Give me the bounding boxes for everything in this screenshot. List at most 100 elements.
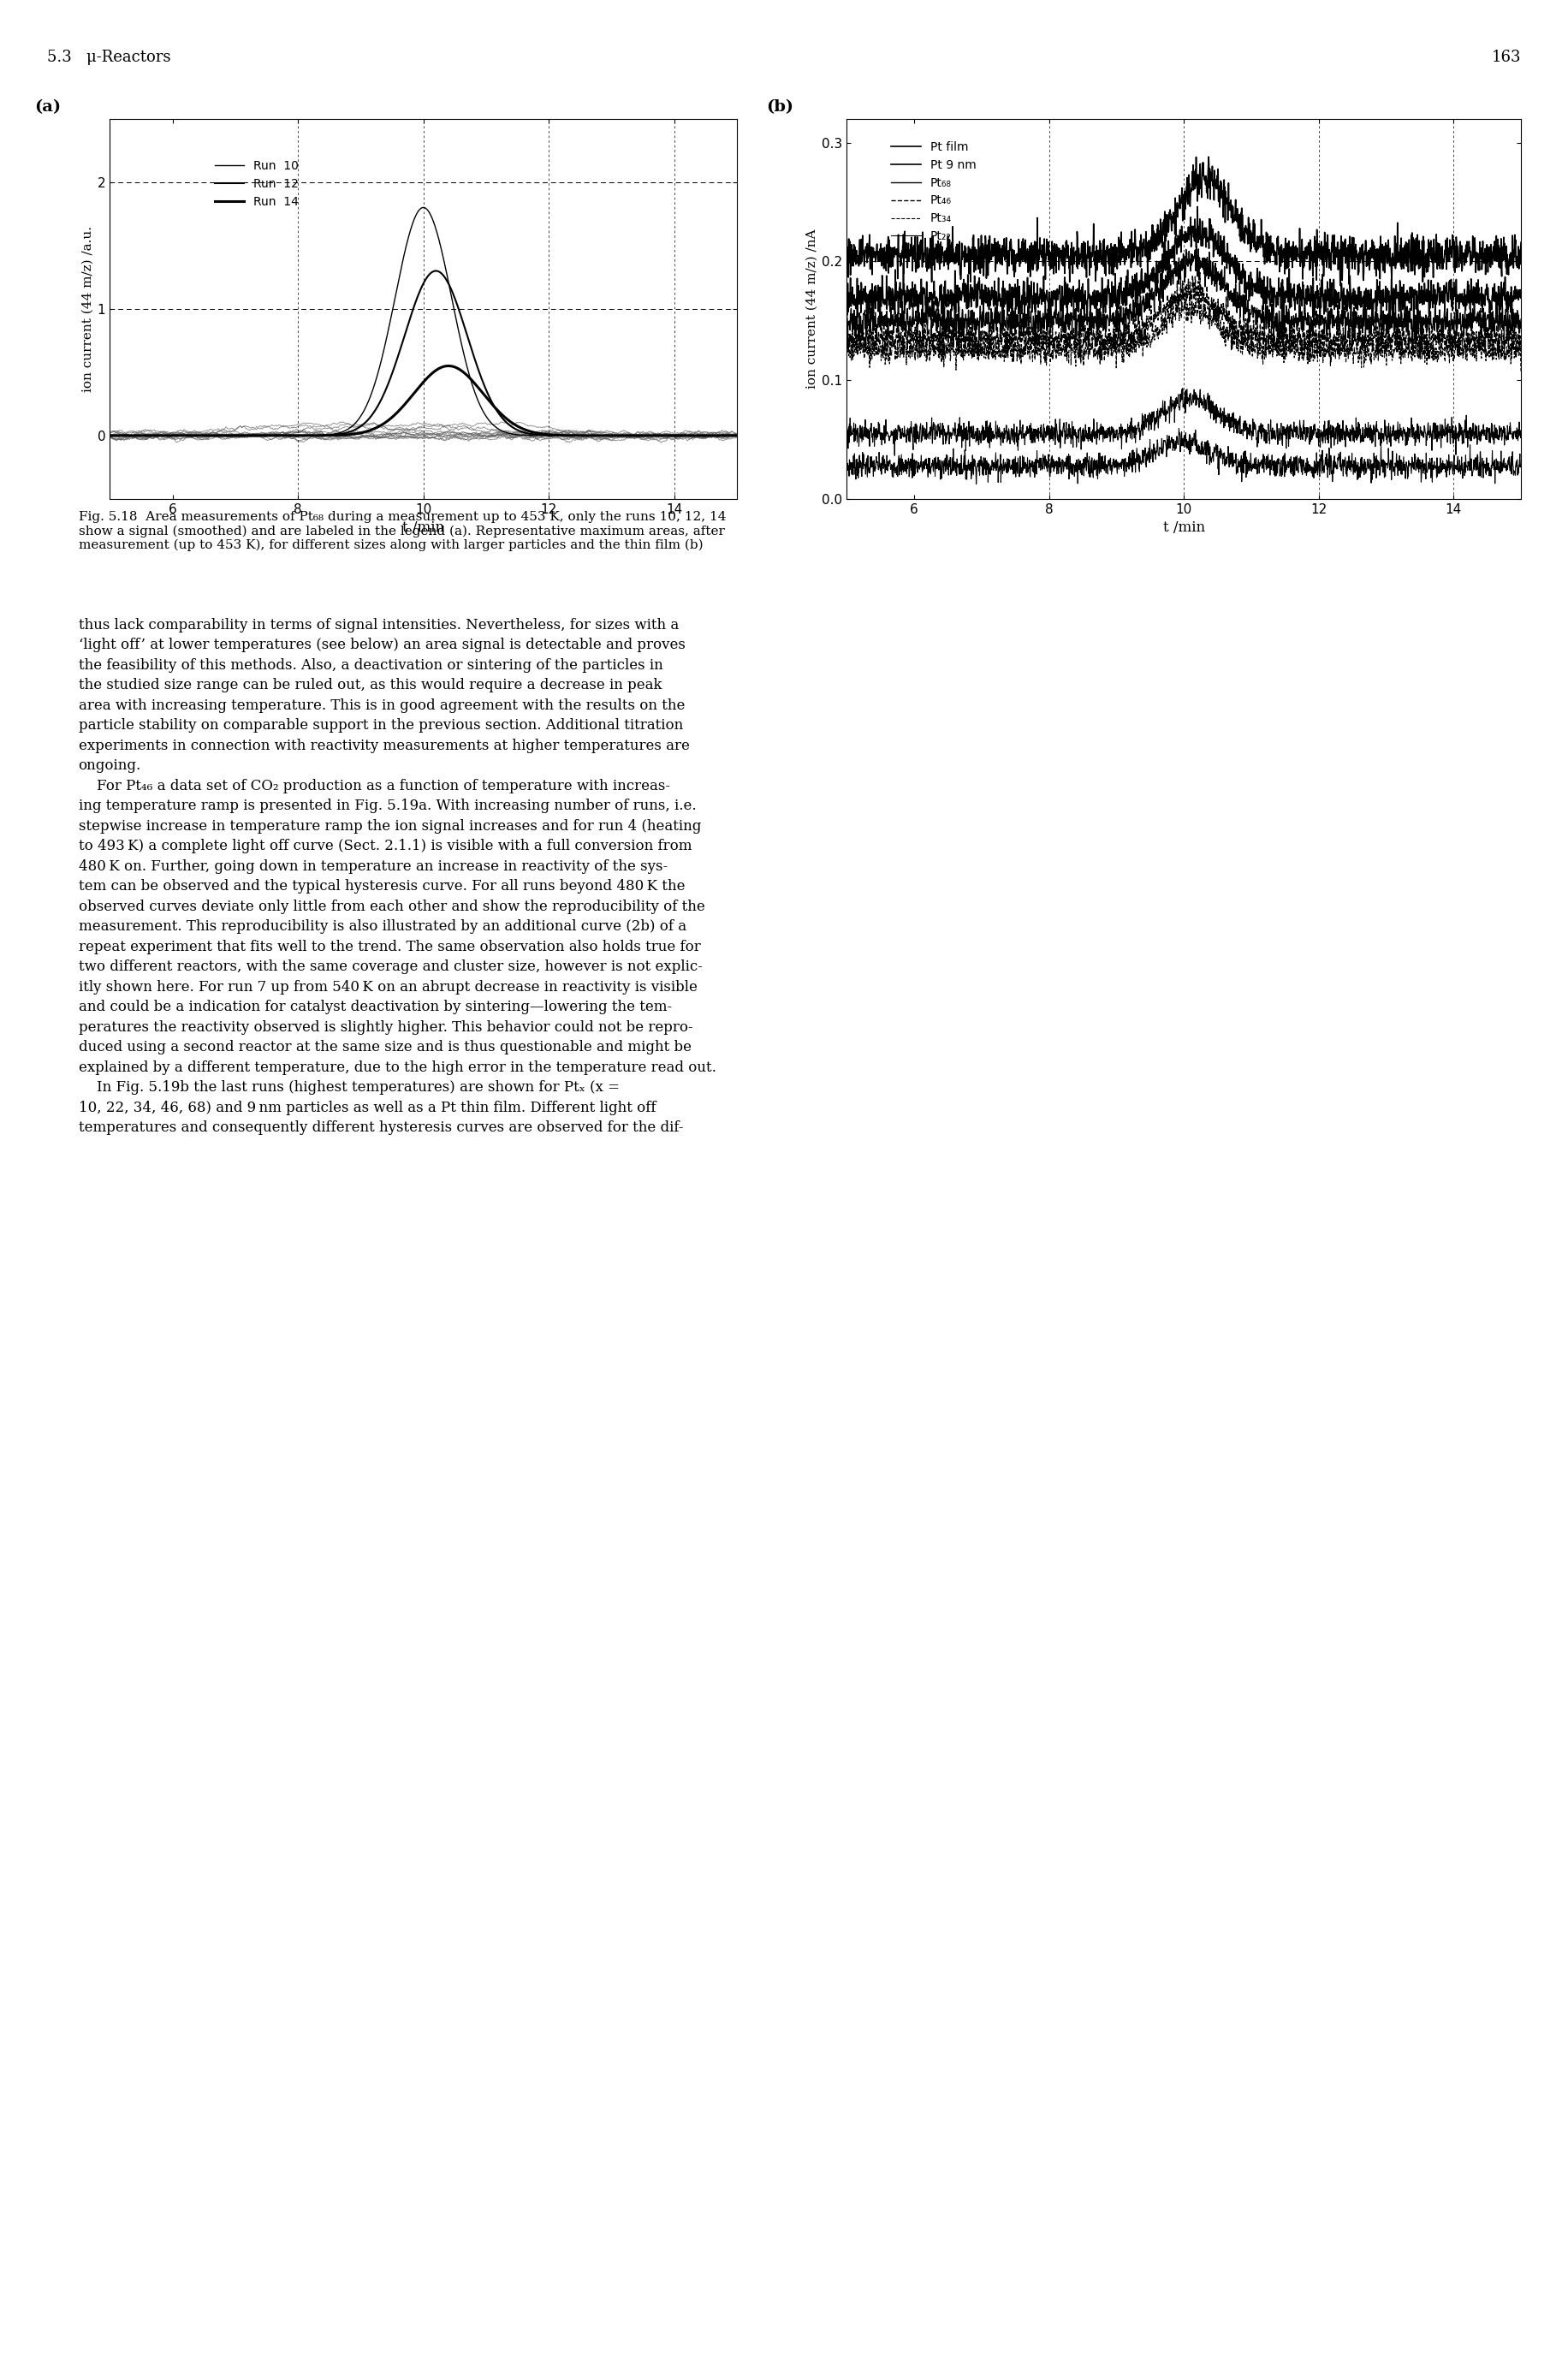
Pt film	[1165, 207, 1184, 235]
Text: (b): (b)	[765, 100, 793, 114]
Pt₂₂	[1493, 425, 1512, 454]
Pt₂₂	[1512, 416, 1530, 444]
Run  12	[590, 421, 608, 449]
Run  12	[426, 257, 445, 285]
Pt 9 nm	[1369, 280, 1388, 309]
Pt₄₆	[1493, 316, 1512, 345]
Pt₆₈	[1493, 314, 1512, 342]
Pt₂₂	[886, 442, 905, 470]
Pt₃₄	[1493, 337, 1512, 366]
Pt₃₄	[872, 347, 891, 375]
Pt₄₆	[1512, 340, 1530, 368]
Line: Pt 9 nm: Pt 9 nm	[847, 207, 1521, 326]
Pt₂₂	[1493, 421, 1512, 449]
Pt film	[1200, 143, 1218, 171]
Line: Pt₂₂: Pt₂₂	[847, 387, 1521, 456]
X-axis label: t /min: t /min	[403, 520, 444, 535]
Line: Pt₁₀: Pt₁₀	[847, 428, 1521, 485]
Pt₂₂	[1165, 390, 1184, 418]
Pt film	[1369, 235, 1388, 264]
Pt 9 nm	[1493, 292, 1512, 321]
Run  14	[439, 352, 458, 380]
Line: Pt film: Pt film	[847, 157, 1521, 285]
Pt 9 nm	[872, 292, 891, 321]
Pt 9 nm	[1512, 276, 1530, 304]
X-axis label: t /min: t /min	[1163, 520, 1204, 535]
Pt 9 nm	[837, 285, 856, 314]
Run  10	[532, 421, 550, 449]
Pt₁₀	[1369, 449, 1388, 478]
Run  14	[728, 421, 746, 449]
Pt₁₀	[1493, 456, 1512, 485]
Pt₁₀	[1170, 413, 1189, 442]
Text: 5.3   μ-Reactors: 5.3 μ-Reactors	[47, 50, 171, 64]
Text: thus lack comparability in terms of signal intensities. Nevertheless, for sizes : thus lack comparability in terms of sign…	[78, 618, 717, 1136]
Pt₃₄	[1165, 302, 1184, 330]
Line: Pt₆₈: Pt₆₈	[847, 247, 1521, 345]
Pt₆₈	[872, 307, 891, 335]
Run  10	[590, 421, 608, 449]
Pt₃₄	[1369, 328, 1388, 356]
Pt film	[837, 226, 856, 254]
Pt₃₄	[1493, 326, 1512, 354]
Run  12	[376, 375, 395, 404]
Pt₆₈	[1493, 309, 1512, 337]
Pt₂₂	[1369, 418, 1388, 447]
Pt 9 nm	[1165, 249, 1184, 278]
Pt film	[1493, 261, 1512, 290]
Pt₆₈	[1187, 233, 1206, 261]
Run  10	[414, 192, 433, 221]
Pt 9 nm	[1333, 311, 1352, 340]
Pt film	[1148, 235, 1167, 264]
Pt film	[1331, 271, 1350, 299]
Pt₄₆	[1165, 278, 1184, 307]
Pt₆₈	[1148, 271, 1167, 299]
Pt₂₂	[872, 418, 891, 447]
Run  14	[602, 421, 621, 449]
Line: Run  14: Run 14	[110, 366, 737, 435]
Line: Run  10: Run 10	[110, 207, 737, 435]
Text: (a): (a)	[34, 100, 61, 114]
Pt₁₀	[1512, 454, 1530, 482]
Run  10	[165, 421, 183, 449]
Pt₃₄	[1148, 314, 1167, 342]
Legend: Pt film, Pt 9 nm, Pt₆₈, Pt₄₆, Pt₃₄, Pt₂₂, Pt₁₀: Pt film, Pt 9 nm, Pt₆₈, Pt₄₆, Pt₃₄, Pt₂₂…	[886, 135, 982, 266]
Run  12	[532, 421, 550, 449]
Pt₂₂	[1173, 373, 1192, 402]
Pt₄₆	[837, 323, 856, 352]
Run  10	[728, 421, 746, 449]
Pt₆₈	[1369, 309, 1388, 337]
Pt₁₀	[872, 449, 891, 478]
Pt 9 nm	[1493, 280, 1512, 309]
Run  12	[728, 421, 746, 449]
Run  12	[165, 421, 183, 449]
Line: Pt₄₆: Pt₄₆	[847, 273, 1521, 359]
Run  14	[100, 421, 119, 449]
Line: Run  12: Run 12	[110, 271, 737, 435]
Pt₆₈	[1512, 304, 1530, 333]
Run  10	[376, 326, 395, 354]
Run  10	[602, 421, 621, 449]
Pt₄₆	[1493, 335, 1512, 364]
Pt₄₆	[1071, 345, 1090, 373]
Pt₃₄	[837, 333, 856, 361]
Pt₂₂	[837, 421, 856, 449]
Run  10	[354, 397, 373, 425]
Pt₁₀	[837, 442, 856, 470]
Text: 163: 163	[1491, 50, 1521, 64]
Pt film	[872, 238, 891, 266]
Run  10	[100, 421, 119, 449]
Pt 9 nm	[1189, 192, 1207, 221]
Pt₄₆	[872, 321, 891, 349]
Run  12	[100, 421, 119, 449]
Run  12	[354, 411, 373, 440]
Run  12	[602, 421, 621, 449]
Run  14	[590, 421, 608, 449]
Pt film	[1493, 233, 1512, 261]
Text: Fig. 5.18  Area measurements of Pt₆₈ during a measurement up to 453 K, only the : Fig. 5.18 Area measurements of Pt₆₈ duri…	[78, 511, 726, 551]
Pt₆₈	[837, 295, 856, 323]
Run  14	[376, 409, 395, 437]
Pt₂₂	[1148, 397, 1167, 425]
Legend: Run  10, Run  12, Run  14: Run 10, Run 12, Run 14	[210, 154, 304, 211]
Y-axis label: ion current (44 m/z) /nA: ion current (44 m/z) /nA	[806, 228, 818, 390]
